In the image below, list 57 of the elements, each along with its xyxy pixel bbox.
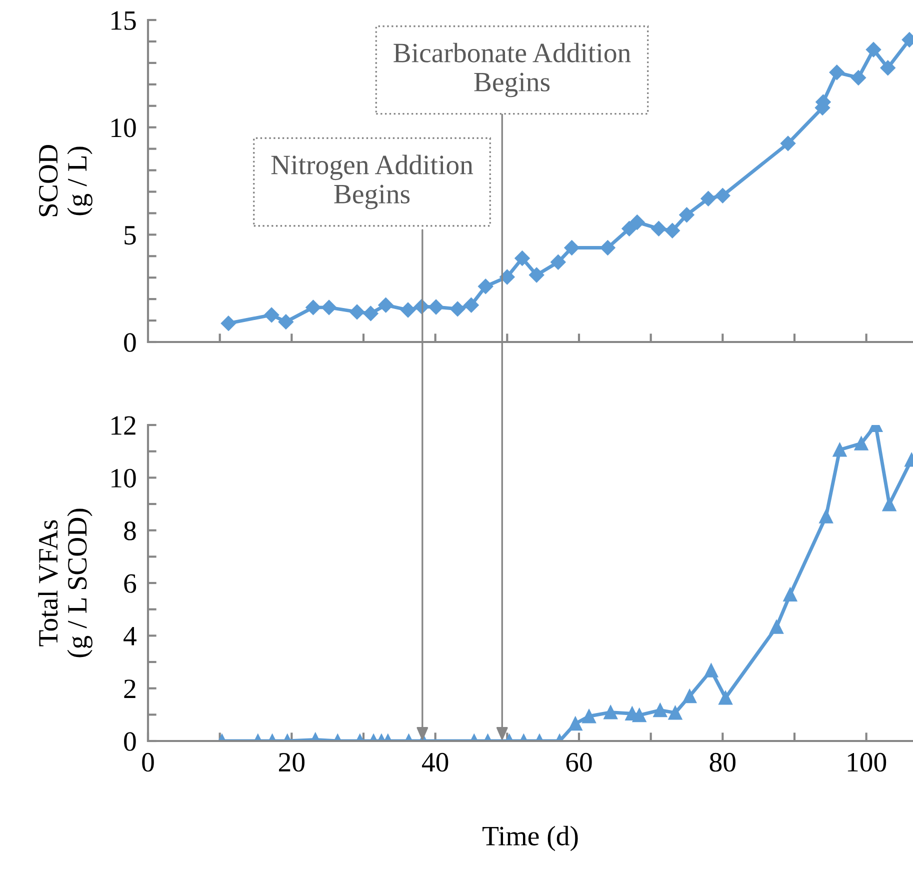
x-tick-label: 60	[566, 752, 592, 772]
point	[363, 306, 378, 322]
y-tick-label: 5	[124, 226, 136, 245]
point	[349, 304, 365, 320]
point	[400, 302, 416, 318]
point	[832, 442, 847, 457]
point	[500, 269, 515, 285]
point	[882, 497, 896, 512]
point	[866, 42, 882, 58]
point	[780, 136, 796, 152]
point	[622, 221, 637, 236]
point	[550, 254, 566, 270]
x-tick-label: 80	[710, 752, 736, 772]
x-tick-label: 40	[422, 752, 448, 772]
y-tick-label: 0	[124, 333, 136, 352]
y-tick-label: 2	[124, 680, 136, 698]
point	[378, 298, 394, 313]
point	[829, 64, 844, 80]
y-tick-label: 0	[124, 732, 136, 751]
point	[819, 509, 834, 524]
y-tick-label: 10	[112, 468, 136, 488]
point	[679, 207, 694, 222]
x-tick-label: 20	[278, 752, 304, 772]
point	[220, 316, 236, 331]
x-tick-label: 100	[848, 752, 886, 772]
point	[880, 60, 896, 76]
point	[630, 214, 645, 230]
point	[264, 307, 280, 323]
y-tick-label: 8	[124, 522, 136, 540]
point	[715, 188, 730, 204]
point	[850, 70, 866, 86]
point	[278, 314, 294, 330]
point	[600, 240, 616, 256]
point	[529, 267, 544, 283]
point	[428, 299, 444, 315]
y-axis-title: SCOD (g / L)	[39, 145, 92, 216]
point	[450, 301, 466, 317]
y-tick-label: 15	[112, 11, 136, 30]
y-tick-label: 6	[124, 574, 136, 593]
point	[306, 300, 321, 316]
x-tick-label: 0	[142, 752, 154, 772]
annotation: Nitrogen Addition Begins	[271, 154, 474, 210]
y-tick-label: 4	[124, 627, 136, 646]
point	[321, 300, 337, 316]
y-axis-title: Total VFAs (g / L SCOD)	[38, 508, 92, 658]
point	[514, 250, 530, 266]
point	[700, 191, 716, 206]
y-tick-label: 12	[112, 416, 136, 435]
y-tick-label: 10	[112, 118, 136, 138]
x-axis-title: Time (d)	[482, 826, 578, 852]
point	[464, 298, 479, 313]
point	[564, 240, 580, 256]
point	[854, 436, 868, 450]
point	[664, 223, 680, 238]
point	[651, 221, 666, 236]
point	[478, 278, 494, 294]
annotation: Bicarbonate Addition Begins	[394, 42, 631, 98]
